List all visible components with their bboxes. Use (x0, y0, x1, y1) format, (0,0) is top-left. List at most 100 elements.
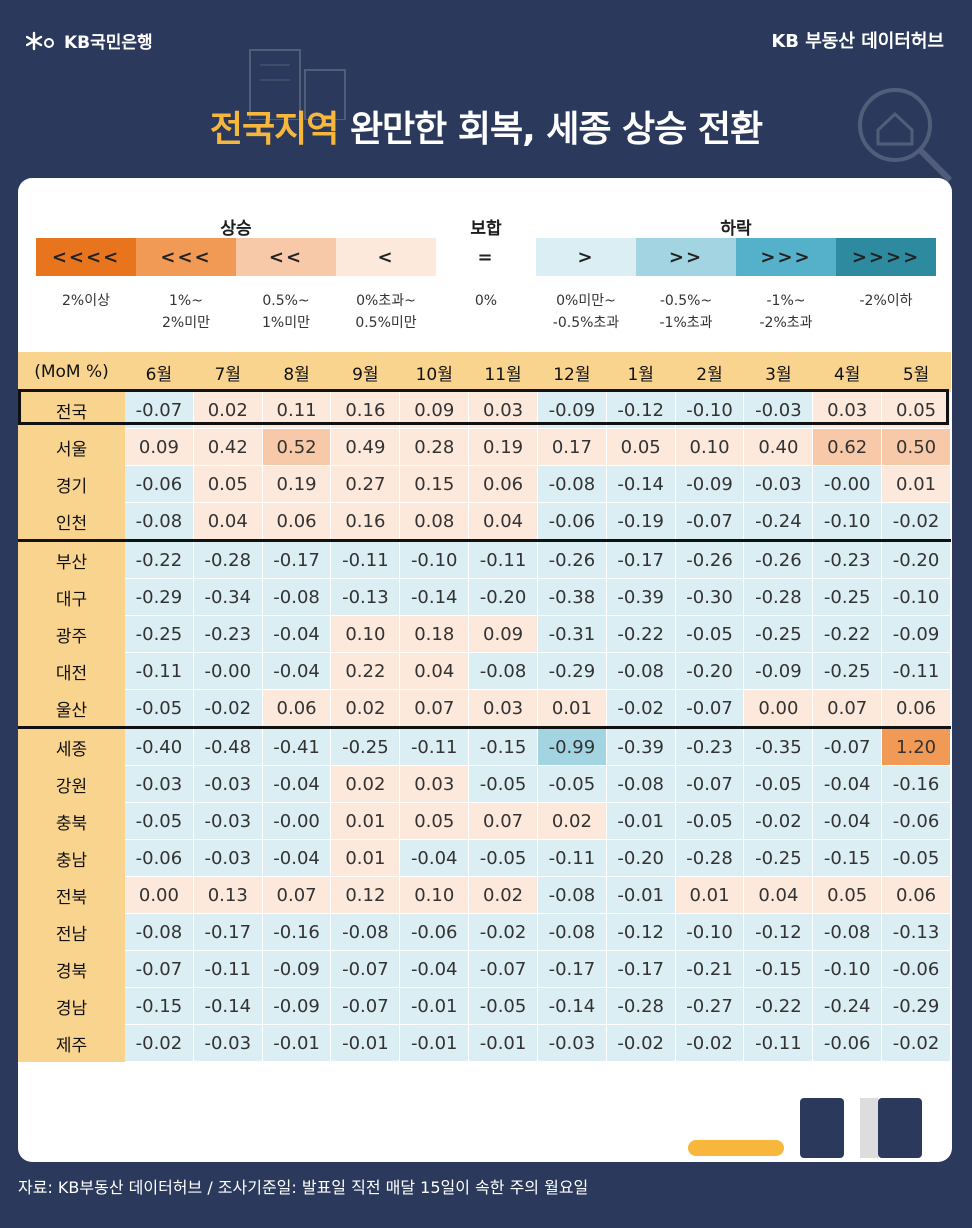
heatmap-cell: 0.04 (399, 652, 470, 690)
month-header: 12월 (536, 352, 607, 392)
heatmap-cell: -0.20 (468, 578, 538, 616)
region-label: 전국 (18, 391, 125, 429)
heatmap-cell: 0.00 (124, 876, 194, 914)
region-label: 전북 (18, 876, 125, 914)
heatmap-cell: 0.01 (330, 839, 401, 877)
heatmap-cell: -0.11 (399, 726, 470, 766)
heatmap-cell: 0.12 (330, 876, 401, 914)
heatmap-cell: -0.04 (261, 839, 332, 877)
legend-range-line: -0.5%~ (659, 293, 713, 309)
legend-group-label: 보합 (470, 219, 502, 239)
heatmap-cell: 0.22 (330, 652, 401, 690)
legend-range-line: -2%이하 (859, 293, 913, 309)
heatmap-cell: 0.03 (812, 391, 883, 429)
brand-name: KB 부동산 데이터허브 (771, 31, 944, 52)
heatmap-cell: 0.49 (330, 428, 401, 466)
heatmap-cell: -0.39 (605, 578, 676, 616)
legend-range-line: 0%초과~ (356, 293, 416, 309)
heatmap-cell: -0.39 (605, 726, 676, 766)
heatmap-cell: -0.05 (468, 987, 538, 1025)
heatmap-cell: -0.12 (743, 913, 814, 951)
heatmap-cell: 0.07 (399, 689, 470, 728)
building-illustration (249, 49, 346, 120)
table-row: 대구 -0.29 -0.34 -0.08 -0.13 -0.14 -0.20 -0.38 -0.… (18, 578, 951, 616)
heatmap-cell: 0.03 (468, 391, 538, 429)
region-label: 인천 (18, 502, 125, 541)
heatmap-cell: -0.21 (674, 950, 745, 988)
heatmap-cell: -0.17 (536, 950, 607, 988)
heatmap-cell: -0.14 (536, 987, 607, 1025)
house-magnifier-icon (858, 88, 953, 183)
heatmap-cell: 0.06 (881, 689, 951, 728)
heatmap-cell: -0.23 (674, 726, 745, 766)
heatmap-cell: -0.04 (261, 765, 332, 803)
heatmap-cell: -0.03 (192, 802, 263, 840)
table-row: 전북 0.00 0.13 0.07 0.12 0.10 0.02 -0.08 -0.01 0.01… (18, 876, 951, 914)
heatmap-cell: -0.11 (743, 1024, 814, 1062)
heatmap-cell: 0.13 (192, 876, 263, 914)
region-label: 대구 (18, 578, 125, 616)
heatmap-cell: -0.41 (261, 726, 332, 766)
heatmap-cell: -0.20 (674, 652, 745, 690)
month-header: 4월 (812, 352, 883, 392)
heatmap-cell: -0.14 (399, 578, 470, 616)
heatmap-cell: -0.12 (605, 913, 676, 951)
heatmap-cell: -0.01 (399, 987, 470, 1025)
region-label: 제주 (18, 1024, 125, 1062)
heatmap-cell: -0.24 (812, 987, 883, 1025)
heatmap-cell: -0.09 (536, 391, 607, 429)
heatmap-cell: 0.04 (192, 502, 263, 541)
heatmap-cell: 0.10 (330, 615, 401, 653)
heatmap-cell: -0.03 (743, 391, 814, 429)
table-row: 전국 -0.07 0.02 0.11 0.16 0.09 0.03 -0.09 -0.12 -0.… (18, 391, 951, 429)
heatmap-cell: 0.03 (468, 689, 538, 728)
heatmap-cell: 1.20 (881, 726, 951, 766)
heatmap-cell: -0.28 (605, 987, 676, 1025)
heatmap-cell: 0.07 (812, 689, 883, 728)
heatmap-cell: -0.16 (881, 765, 951, 803)
heatmap-cell: -0.08 (468, 652, 538, 690)
legend-range-line: -1%~ (766, 293, 806, 309)
heatmap-cell: 0.00 (743, 689, 814, 728)
heatmap-cell: -0.02 (881, 502, 951, 541)
legend-range-line: -1%초과 (659, 315, 713, 331)
legend-range-line: 2%미만 (162, 315, 210, 331)
heatmap-cell: -0.04 (812, 765, 883, 803)
heatmap-cell: 0.10 (674, 428, 745, 466)
unit-header: (MoM %) (18, 352, 125, 392)
heatmap-cell: -0.04 (261, 652, 332, 690)
heatmap-cell: -0.07 (674, 765, 745, 803)
heatmap-cell: -0.02 (674, 1024, 745, 1062)
heatmap-cell: 0.16 (330, 391, 401, 429)
legend-swatch: >>>> (836, 238, 936, 276)
heatmap-cell: 0.08 (399, 502, 470, 541)
heatmap-cell: -0.05 (468, 839, 538, 877)
heatmap-cell: 0.17 (536, 428, 607, 466)
header-row: (MoM %) 6월 7월 8월 9월 10월 11월 12월 1월 2월 3월 4월 5월 (18, 352, 951, 392)
legend-swatch: >> (636, 238, 736, 276)
heatmap-cell: -0.25 (330, 726, 401, 766)
heatmap-cell: 0.07 (261, 876, 332, 914)
heatmap-cell: -0.29 (124, 578, 194, 616)
heatmap-cell: -0.15 (743, 950, 814, 988)
heatmap-cell: -0.07 (674, 502, 745, 541)
heatmap-cell: -0.04 (261, 615, 332, 653)
heatmap-cell: -0.08 (124, 913, 194, 951)
heatmap-cell: -0.11 (881, 652, 951, 690)
heatmap-cell: 0.28 (399, 428, 470, 466)
month-header: 5월 (881, 352, 951, 392)
heatmap-cell: 0.05 (881, 391, 951, 429)
heatmap-cell: -0.12 (605, 391, 676, 429)
heatmap-cell: 0.05 (399, 802, 470, 840)
heatmap-cell: -0.02 (881, 1024, 951, 1062)
legend-group-label: 상승 (220, 219, 252, 239)
heatmap-cell: 0.06 (261, 689, 332, 728)
table-row: 전남 -0.08 -0.17 -0.16 -0.08 -0.06 -0.02 -0.08 -0.… (18, 913, 951, 951)
heatmap-cell: -0.13 (330, 578, 401, 616)
heatmap-cell: -0.03 (192, 839, 263, 877)
region-label: 경북 (18, 950, 125, 988)
heatmap-cell: -0.09 (674, 465, 745, 503)
heatmap-cell: -0.02 (605, 689, 676, 728)
heatmap-cell: -0.08 (124, 502, 194, 541)
heatmap-cell: -0.04 (812, 802, 883, 840)
